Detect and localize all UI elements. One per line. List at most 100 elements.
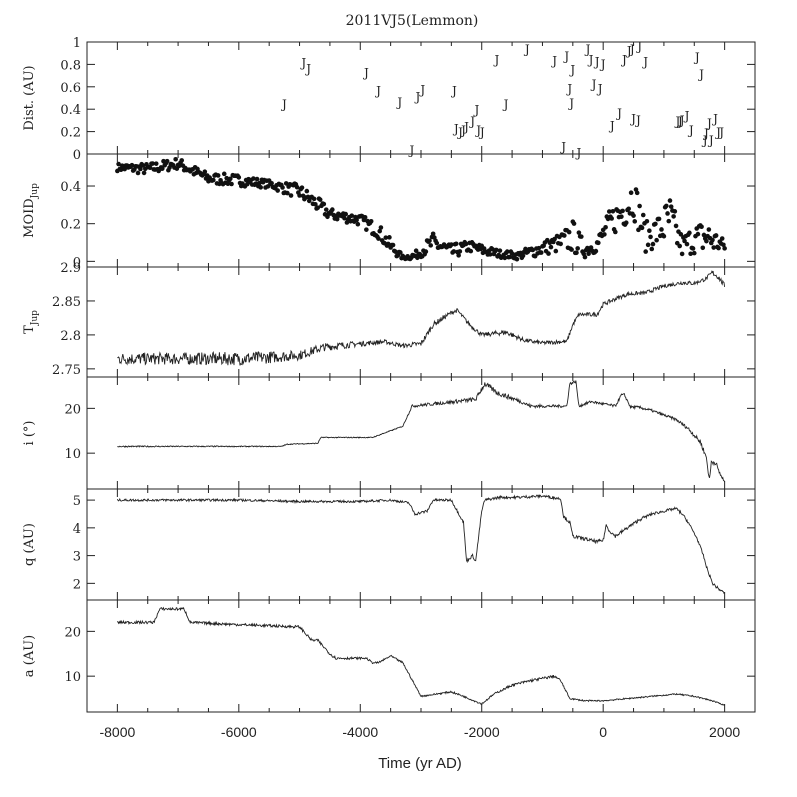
moid-point — [687, 230, 692, 236]
moid-point — [530, 247, 536, 253]
y-axis-label-sub: Jup — [30, 310, 40, 326]
moid-point — [548, 244, 554, 250]
close-approach-marker: J — [362, 66, 369, 80]
moid-point — [678, 232, 684, 237]
moid-point — [538, 250, 544, 255]
y-tick-label-moid: 0.2 — [60, 218, 81, 233]
moid-point — [700, 245, 706, 251]
moid-point — [593, 248, 599, 254]
moid-point — [294, 184, 300, 190]
moid-point — [661, 233, 667, 239]
x-tick-label: -6000 — [221, 724, 257, 740]
moid-point — [116, 161, 121, 167]
moid-point — [653, 221, 658, 227]
y-tick-label-q: 5 — [73, 494, 81, 509]
x-tick-label: -4000 — [342, 724, 378, 740]
moid-point — [321, 201, 327, 207]
moid-point — [504, 249, 510, 254]
close-approach-marker: J — [676, 114, 683, 128]
y-tick-label-dist: 0.4 — [60, 103, 81, 118]
moid-point — [434, 240, 440, 246]
close-approach-marker: J — [502, 98, 509, 112]
moid-point — [385, 241, 391, 247]
moid-point — [225, 181, 231, 187]
moid-point — [679, 251, 685, 257]
moid-point — [129, 162, 135, 168]
moid-point — [609, 216, 614, 221]
moid-point — [299, 185, 305, 190]
x-tick-label: -2000 — [464, 724, 500, 740]
moid-point — [682, 238, 687, 244]
close-approach-marker: J — [628, 43, 635, 57]
moid-point — [368, 218, 374, 224]
moid-point — [297, 193, 302, 198]
y-tick-label-moid: 0 — [73, 255, 81, 270]
moid-point — [378, 225, 384, 230]
moid-point — [179, 158, 185, 163]
panel-frame-q — [86, 488, 756, 601]
moid-point — [304, 188, 310, 194]
x-tick-label: 0 — [599, 724, 607, 740]
moid-point — [313, 201, 318, 207]
moid-point — [659, 227, 664, 232]
moid-point — [364, 227, 369, 232]
moid-point — [606, 209, 612, 214]
moid-point — [173, 156, 178, 162]
close-approach-marker: J — [702, 127, 709, 141]
close-approach-marker: J — [550, 54, 557, 68]
close-approach-marker: J — [584, 43, 591, 57]
moid-point — [695, 231, 701, 237]
moid-point — [343, 211, 348, 217]
moid-point — [701, 232, 707, 238]
close-approach-marker: J — [687, 123, 694, 137]
moid-point — [665, 211, 670, 216]
moid-point — [690, 246, 696, 251]
moid-point — [603, 224, 608, 230]
moid-point — [497, 248, 503, 253]
close-approach-marker: J — [705, 117, 712, 131]
y-axis-label-incl: i (°) — [22, 421, 37, 446]
moid-point — [215, 173, 221, 178]
moid-point — [710, 237, 715, 243]
close-approach-marker: J — [462, 120, 469, 134]
series-line-tjup — [117, 270, 726, 366]
moid-point — [150, 161, 155, 166]
moid-point — [323, 207, 329, 212]
moid-point — [258, 185, 263, 190]
moid-point — [571, 221, 577, 226]
moid-point — [647, 228, 652, 234]
close-approach-marker: J — [574, 146, 581, 160]
moid-point — [487, 252, 493, 257]
y-tick-label-dist: 0.2 — [60, 126, 81, 141]
moid-point — [423, 249, 429, 254]
series-line-incl — [117, 380, 725, 483]
y-tick-label-dist: 1 — [73, 36, 81, 51]
moid-point — [666, 218, 672, 224]
y-tick-label-q: 4 — [73, 522, 81, 537]
y-axis-label-sub: Jup — [30, 183, 40, 199]
moid-point — [164, 158, 170, 164]
moid-point — [722, 246, 727, 251]
moid-point — [415, 255, 420, 261]
moid-point — [349, 213, 355, 218]
moid-point — [449, 242, 454, 247]
close-approach-marker: J — [683, 109, 690, 123]
moid-point — [283, 181, 289, 186]
panel-frame-incl — [86, 376, 756, 490]
moid-point — [141, 170, 147, 176]
chart-title: 2011VJ5(Lemmon) — [346, 13, 479, 29]
panel-frame-tjup — [86, 266, 756, 378]
close-approach-marker: J — [673, 114, 680, 128]
close-approach-marker: J — [635, 39, 642, 53]
moid-point — [575, 246, 580, 251]
moid-point — [275, 188, 280, 193]
moid-point — [645, 242, 651, 248]
close-approach-marker: J — [568, 63, 575, 77]
close-approach-marker: J — [608, 119, 615, 133]
moid-point — [167, 165, 172, 170]
y-tick-label-q: 3 — [73, 550, 81, 565]
moid-point — [138, 166, 143, 172]
moid-point — [211, 177, 216, 183]
moid-point — [502, 255, 508, 261]
